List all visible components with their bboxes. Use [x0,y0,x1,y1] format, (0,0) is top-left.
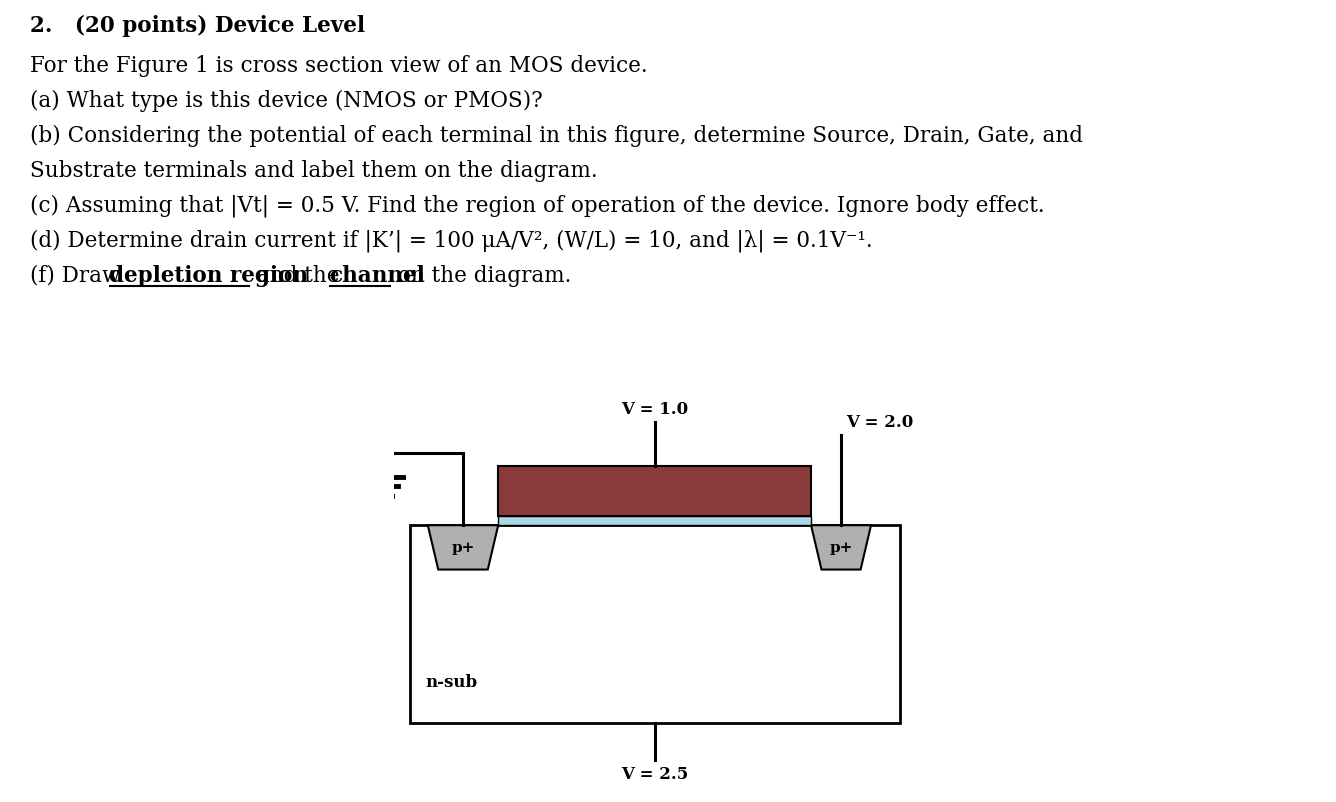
Bar [410,525,899,723]
Text: and the: and the [250,265,346,286]
Text: V = 2.5: V = 2.5 [621,765,688,782]
Text: (c) Assuming that |Vt| = 0.5 V. Find the region of operation of the device. Igno: (c) Assuming that |Vt| = 0.5 V. Find the… [29,195,1045,217]
Text: n-sub: n-sub [425,674,477,691]
Polygon shape [811,525,871,570]
Text: channel: channel [329,265,425,286]
Polygon shape [428,525,498,570]
Text: V = 2.0: V = 2.0 [846,413,914,430]
Text: V = 1.0: V = 1.0 [621,400,688,417]
Text: p+: p+ [830,541,852,555]
Text: (b) Considering the potential of each terminal in this figure, determine Source,: (b) Considering the potential of each te… [29,125,1083,147]
Bar [498,516,811,525]
Text: Substrate terminals and label them on the diagram.: Substrate terminals and label them on th… [29,160,597,182]
Bar [498,467,811,516]
Text: 2.   (20 points) Device Level: 2. (20 points) Device Level [29,15,365,37]
Text: on the diagram.: on the diagram. [391,265,572,286]
Text: (a) What type is this device (NMOS or PMOS)?: (a) What type is this device (NMOS or PM… [29,90,542,112]
Text: (d) Determine drain current if |K’| = 100 μA/V², (W/L) = 10, and |λ| = 0.1V⁻¹.: (d) Determine drain current if |K’| = 10… [29,229,872,252]
Text: p+: p+ [452,541,474,555]
Text: For the Figure 1 is cross section view of an MOS device.: For the Figure 1 is cross section view o… [29,55,648,77]
Text: (f) Draw: (f) Draw [29,265,127,286]
Text: depletion region: depletion region [110,265,309,286]
